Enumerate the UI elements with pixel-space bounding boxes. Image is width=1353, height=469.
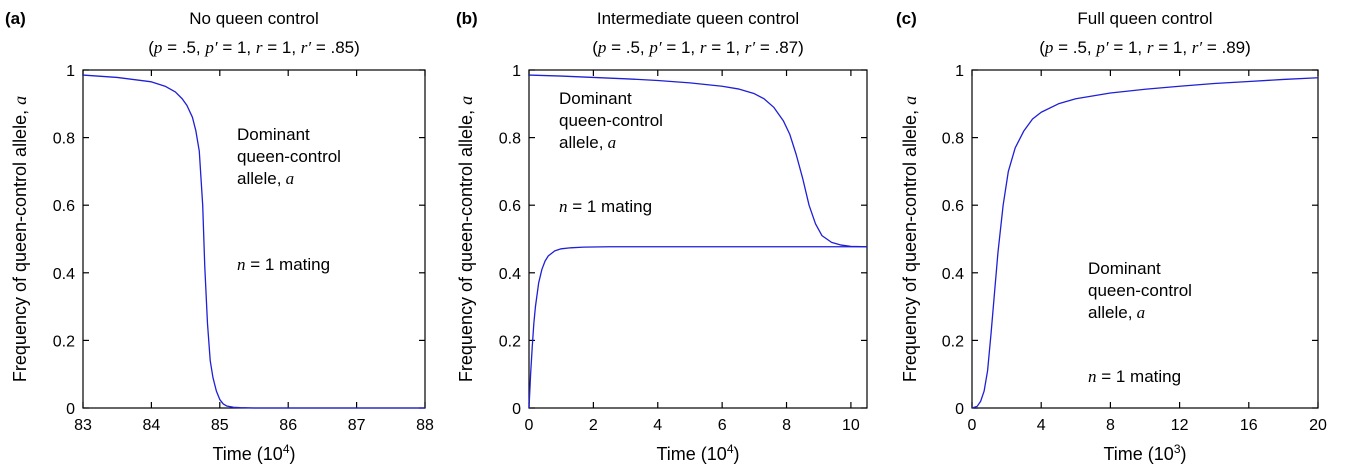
plot-frame bbox=[528, 69, 868, 409]
series-line-1 bbox=[528, 74, 868, 248]
y-tick-label: 0 bbox=[955, 401, 964, 418]
parameter-line: (p = .5, p′ = 1, r = 1, r′ = .87) bbox=[592, 38, 804, 57]
plot-frame bbox=[82, 69, 426, 409]
mating-label: n = 1 mating bbox=[559, 197, 652, 216]
chart-title: No queen control bbox=[189, 9, 318, 28]
chart-title: Full queen control bbox=[1077, 9, 1212, 28]
y-axis-label: Frequency of queen-control allele, a bbox=[456, 96, 476, 382]
x-tick-label: 88 bbox=[416, 417, 434, 434]
x-tick-label: 87 bbox=[348, 417, 366, 434]
x-tick-label: 85 bbox=[211, 417, 229, 434]
x-axis-label: Time (104) bbox=[212, 442, 295, 464]
series-line-1 bbox=[82, 74, 425, 409]
parameter-line: (p = .5, p′ = 1, r = 1, r′ = .85) bbox=[148, 38, 360, 57]
x-tick-label: 16 bbox=[1240, 417, 1258, 434]
y-tick-label: 0.8 bbox=[942, 131, 964, 148]
x-tick-label: 4 bbox=[1037, 417, 1046, 434]
y-tick-label: 0.2 bbox=[942, 333, 964, 350]
y-tick-label: 0.4 bbox=[499, 266, 521, 283]
allele-annotation: Dominant queen-control allele, a bbox=[559, 89, 663, 152]
x-tick-label: 83 bbox=[74, 417, 92, 434]
y-tick-label: 0.6 bbox=[499, 198, 521, 215]
mating-label: n = 1 mating bbox=[1088, 367, 1181, 386]
plot-frame bbox=[971, 69, 1319, 409]
series-line-1 bbox=[971, 77, 1319, 409]
allele-annotation: Dominant queen-control allele, a bbox=[237, 125, 341, 188]
panel-label: (a) bbox=[5, 9, 26, 28]
y-tick-label: 0.8 bbox=[53, 131, 75, 148]
y-tick-label: 0.2 bbox=[499, 333, 521, 350]
x-tick-label: 12 bbox=[1171, 417, 1189, 434]
y-tick-label: 0.2 bbox=[53, 333, 75, 350]
y-axis-label: Frequency of queen-control allele, a bbox=[10, 96, 30, 382]
mating-label: n = 1 mating bbox=[237, 255, 330, 274]
chart-panel-3: (c) Full queen control (p = .5, p′ = 1, r … bbox=[896, 9, 1327, 464]
allele-annotation: Dominant queen-control allele, a bbox=[1088, 259, 1192, 322]
panel-label: (c) bbox=[896, 9, 917, 28]
chart-panel-1: (a) No queen control (p = .5, p′ = 1, r = … bbox=[5, 9, 434, 464]
x-tick-label: 4 bbox=[653, 417, 662, 434]
x-tick-label: 0 bbox=[525, 417, 534, 434]
x-tick-label: 86 bbox=[279, 417, 297, 434]
x-tick-label: 2 bbox=[589, 417, 598, 434]
x-tick-label: 6 bbox=[718, 417, 727, 434]
y-tick-label: 0 bbox=[512, 401, 521, 418]
x-tick-label: 0 bbox=[968, 417, 977, 434]
x-tick-label: 8 bbox=[782, 417, 791, 434]
x-tick-label: 20 bbox=[1309, 417, 1327, 434]
x-axis-label: Time (103) bbox=[1103, 442, 1186, 464]
y-tick-label: 1 bbox=[955, 63, 964, 80]
y-tick-label: 0.6 bbox=[53, 198, 75, 215]
y-tick-label: 1 bbox=[512, 63, 521, 80]
series-line-2 bbox=[528, 246, 867, 409]
y-tick-label: 0.4 bbox=[53, 266, 75, 283]
chart-title: Intermediate queen control bbox=[597, 9, 799, 28]
panel-label: (b) bbox=[456, 9, 478, 28]
y-tick-label: 0 bbox=[66, 401, 75, 418]
y-axis-label: Frequency of queen-control allele, a bbox=[900, 96, 920, 382]
y-tick-label: 0.4 bbox=[942, 266, 964, 283]
x-tick-label: 8 bbox=[1106, 417, 1115, 434]
parameter-line: (p = .5, p′ = 1, r = 1, r′ = .89) bbox=[1039, 38, 1251, 57]
y-tick-label: 0.8 bbox=[499, 131, 521, 148]
chart-panel-2: (b) Intermediate queen control (p = .5, p′… bbox=[456, 9, 868, 464]
y-tick-label: 1 bbox=[66, 63, 75, 80]
x-tick-label: 10 bbox=[842, 417, 860, 434]
y-tick-label: 0.6 bbox=[942, 198, 964, 215]
x-axis-label: Time (104) bbox=[656, 442, 739, 464]
x-tick-label: 84 bbox=[143, 417, 161, 434]
